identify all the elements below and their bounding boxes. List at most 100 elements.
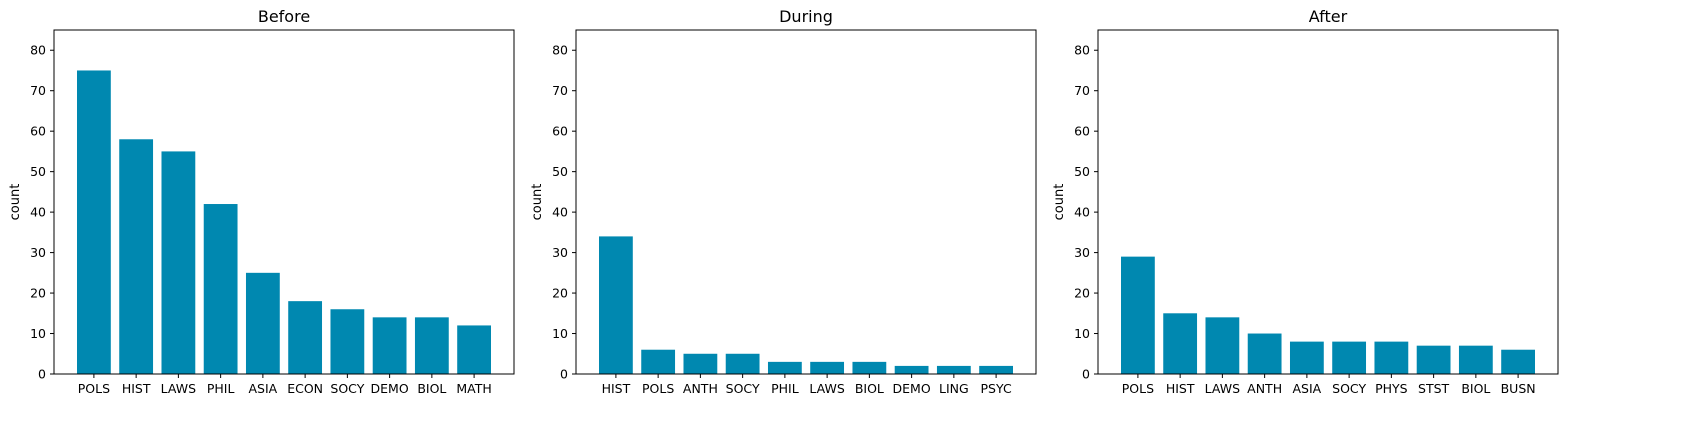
y-tick-label: 20	[552, 286, 568, 301]
bar-demo	[894, 365, 929, 374]
bar-laws	[1205, 317, 1240, 374]
x-tick-label: DEMO	[371, 381, 409, 396]
plot-frame	[575, 29, 1037, 375]
y-tick-label: 60	[30, 124, 46, 139]
x-tick-label: DEMO	[893, 381, 931, 396]
y-tick-label: 10	[1074, 326, 1090, 341]
bars	[77, 70, 491, 375]
bar-anth	[1247, 333, 1282, 374]
y-axis-label: count	[1052, 184, 1067, 221]
x-tick-label: SOCY	[726, 381, 760, 396]
bar-stst	[1416, 345, 1451, 374]
bar-math	[457, 325, 491, 374]
bar-busn	[1501, 349, 1535, 374]
x-tick-label: BIOL	[1461, 381, 1490, 396]
y-tick-label: 60	[552, 124, 568, 139]
chart-title: After	[1309, 7, 1348, 26]
y-axis: 0 10 20 30 40 50 60 70 80	[30, 43, 54, 382]
y-axis: 0 10 20 30 40 50 60 70 80	[552, 43, 576, 382]
x-tick-label: ASIA	[249, 381, 278, 396]
y-tick-label: 70	[1074, 83, 1090, 98]
bar-ling	[936, 365, 971, 374]
plot-frame	[53, 29, 515, 375]
bar-pols	[1121, 256, 1155, 374]
chart-panel-before: Before count 0 10 20 30 40 50 60 70 80 POLS HIST L…	[8, 7, 515, 396]
y-axis-label: count	[530, 184, 545, 221]
y-tick-label: 50	[30, 164, 46, 179]
bar-socy	[1332, 341, 1367, 374]
x-tick-label: ASIA	[1293, 381, 1322, 396]
x-tick-label: BUSN	[1501, 381, 1536, 396]
y-axis: 0 10 20 30 40 50 60 70 80	[1074, 43, 1098, 382]
bar-pols	[77, 70, 111, 375]
y-axis-label: count	[8, 184, 23, 221]
bar-psyc	[979, 365, 1013, 374]
x-tick-label: ECON	[287, 381, 323, 396]
x-tick-label: ANTH	[683, 381, 718, 396]
y-tick-label: 40	[552, 205, 568, 220]
y-tick-label: 0	[560, 367, 568, 382]
x-tick-label: STST	[1418, 381, 1450, 396]
bars	[599, 236, 1013, 374]
x-axis: POLS HIST LAWS ANTH ASIA SOCY PHYS STST BIOL BUSN	[1122, 374, 1536, 396]
bar-econ	[288, 301, 323, 374]
bar-asia	[245, 272, 280, 374]
x-tick-label: LAWS	[1205, 381, 1240, 396]
y-tick-label: 30	[552, 245, 568, 260]
bar-biol	[1458, 345, 1493, 374]
bar-socy	[725, 353, 760, 374]
bar-phil	[767, 361, 802, 374]
y-tick-label: 20	[30, 286, 46, 301]
bar-laws	[161, 151, 196, 374]
y-tick-label: 0	[38, 367, 46, 382]
bar-phys	[1374, 341, 1409, 374]
bar-demo	[372, 317, 407, 374]
y-tick-label: 30	[30, 245, 46, 260]
y-tick-label: 20	[1074, 286, 1090, 301]
x-tick-label: POLS	[642, 381, 674, 396]
chart-title: During	[779, 7, 833, 26]
y-tick-label: 80	[1074, 43, 1090, 58]
y-tick-label: 50	[1074, 164, 1090, 179]
y-tick-label: 10	[552, 326, 568, 341]
bar-asia	[1289, 341, 1324, 374]
x-tick-label: PHYS	[1375, 381, 1408, 396]
y-tick-label: 70	[30, 83, 46, 98]
x-tick-label: LING	[939, 381, 969, 396]
bar-anth	[683, 353, 718, 374]
y-tick-label: 80	[30, 43, 46, 58]
y-tick-label: 40	[30, 205, 46, 220]
x-tick-label: ANTH	[1247, 381, 1282, 396]
y-tick-label: 10	[30, 326, 46, 341]
x-tick-label: LAWS	[161, 381, 196, 396]
x-tick-label: BIOL	[855, 381, 884, 396]
y-tick-label: 80	[552, 43, 568, 58]
bar-hist	[119, 139, 154, 374]
x-tick-label: HIST	[122, 381, 151, 396]
bar-pols	[641, 349, 676, 374]
y-tick-label: 30	[1074, 245, 1090, 260]
chart-panel-during: During count 0 10 20 30 40 50 60 70 80 HIST POLS A…	[530, 7, 1037, 396]
x-tick-label: PSYC	[981, 381, 1012, 396]
y-tick-label: 50	[552, 164, 568, 179]
x-tick-label: BIOL	[417, 381, 446, 396]
bars	[1121, 256, 1535, 374]
y-tick-label: 70	[552, 83, 568, 98]
x-tick-label: HIST	[1166, 381, 1195, 396]
x-axis: POLS HIST LAWS PHIL ASIA ECON SOCY DEMO BIOL MATH	[78, 374, 492, 396]
chart-title: Before	[258, 7, 310, 26]
bar-socy	[330, 309, 365, 374]
y-tick-label: 40	[1074, 205, 1090, 220]
x-axis: HIST POLS ANTH SOCY PHIL LAWS BIOL DEMO LING PSYC	[602, 374, 1012, 396]
x-tick-label: PHIL	[207, 381, 235, 396]
x-tick-label: MATH	[456, 381, 491, 396]
x-tick-label: POLS	[78, 381, 110, 396]
bar-phil	[203, 204, 238, 374]
x-tick-label: SOCY	[330, 381, 364, 396]
bar-biol	[852, 361, 887, 374]
x-tick-label: SOCY	[1332, 381, 1366, 396]
x-tick-label: PHIL	[771, 381, 799, 396]
chart-panel-after: After count 0 10 20 30 40 50 60 70 80 POLS HIST LA…	[1052, 7, 1559, 396]
bar-hist	[599, 236, 633, 374]
